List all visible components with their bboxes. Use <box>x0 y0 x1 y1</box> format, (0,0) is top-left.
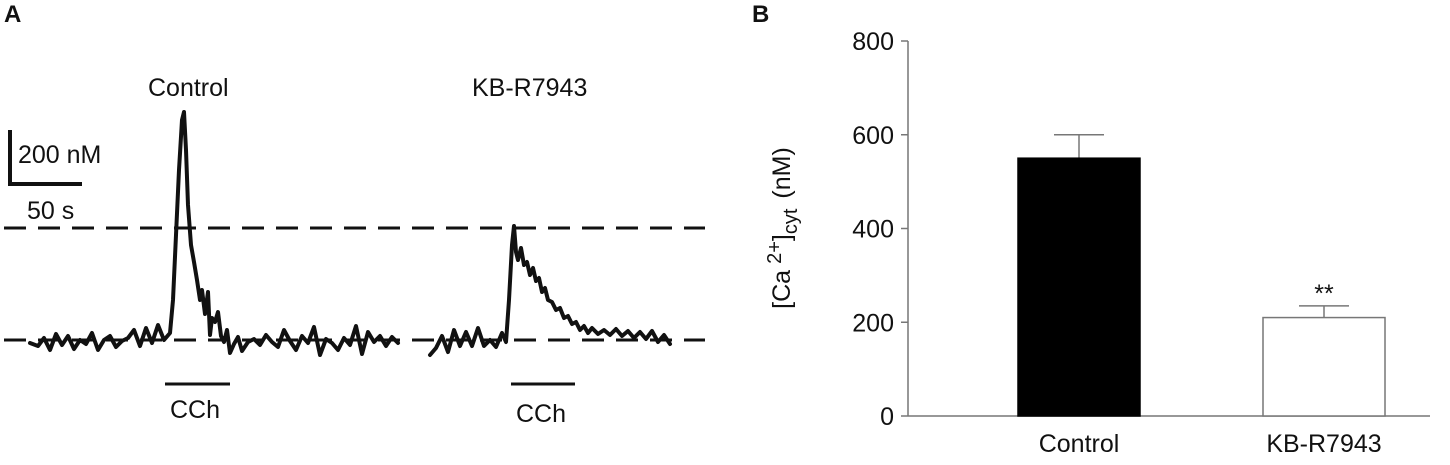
scale-bar-x-label: 50 s <box>27 197 74 225</box>
y-label-sup: 2+ <box>764 241 786 264</box>
trace-control <box>28 110 400 357</box>
stimulus-label-control: CCh <box>170 396 220 424</box>
x-category-label: KB-R7943 <box>1266 430 1381 458</box>
scale-bar: 200 nM 50 s <box>8 130 101 225</box>
stimulus-label-kb: CCh <box>516 400 566 428</box>
y-tick-label: 200 <box>852 309 894 337</box>
y-label-unit: (nM) <box>768 147 796 198</box>
svg-text:[Ca2+]cyt(nM): [Ca 2+]cyt (nM) <box>764 147 802 309</box>
significance-marker: ** <box>1314 280 1334 308</box>
y-label-sub: cyt <box>780 208 802 234</box>
y-tick-label: 800 <box>852 28 894 56</box>
panel-a-letter: A <box>4 1 21 28</box>
y-label-bracket: ] <box>768 234 796 241</box>
trace-label-control: Control <box>148 74 229 102</box>
bar-chart: 0 200 400 600 800 Control KB-R7943 ** <box>852 28 1430 458</box>
trace-kb-r7943 <box>428 224 672 357</box>
y-axis-label: [Ca 2+]cyt (nM) <box>764 147 802 309</box>
panel-b-letter: B <box>752 1 769 28</box>
x-category-label: Control <box>1039 430 1120 458</box>
y-label-main: [Ca <box>768 270 796 309</box>
trace-label-kb: KB-R7943 <box>472 74 587 102</box>
bar-control <box>1017 157 1141 417</box>
y-tick-label: 400 <box>852 216 894 244</box>
y-tick-label: 600 <box>852 122 894 150</box>
bar-kb-r7943 <box>1262 316 1386 417</box>
scale-bar-y-label: 200 nM <box>18 141 101 169</box>
y-tick-label: 0 <box>880 403 894 431</box>
